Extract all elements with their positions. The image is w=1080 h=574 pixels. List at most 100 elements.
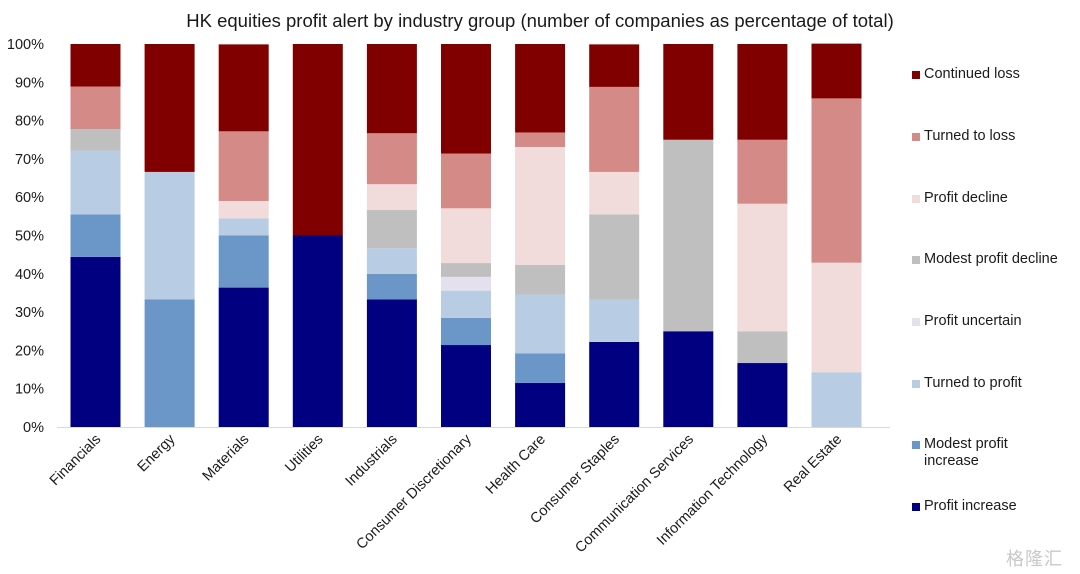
legend-swatch [912, 71, 920, 79]
bar-segment [70, 86, 121, 130]
bar-segment [70, 129, 121, 151]
bar-segment [441, 276, 491, 291]
bar-segment [737, 363, 788, 427]
x-tick-label: Materials [200, 432, 253, 485]
bar-segment [811, 43, 862, 99]
legend-item: Modest profit decline [912, 251, 1072, 268]
bar-segment [515, 353, 566, 383]
bar-segment [811, 98, 862, 263]
bar-segment [144, 299, 195, 427]
watermark: 格隆汇 [1006, 549, 1063, 569]
bar-segment [737, 331, 788, 364]
y-tick-label: 80% [15, 114, 44, 130]
bar-stack [70, 44, 121, 427]
bar-segment [144, 44, 195, 172]
x-tick-label: Utilities [282, 432, 326, 476]
legend-label: Turned to profit [924, 375, 1022, 391]
bars [70, 43, 862, 427]
bar-segment [366, 273, 417, 300]
y-tick-label: 70% [15, 152, 44, 168]
legend-swatch [912, 256, 920, 264]
legend-item: Profit decline [912, 190, 1072, 207]
bar-segment [663, 139, 714, 332]
bar-segment [515, 132, 566, 148]
legend-label: Profit uncertain [924, 313, 1022, 329]
bar-segment [811, 372, 862, 427]
bar-stack [366, 44, 417, 427]
bar-segment [515, 382, 566, 427]
bar-segment [811, 262, 862, 373]
y-tick-label: 10% [15, 382, 44, 398]
legend-label: Modest profit increase [924, 436, 1008, 469]
legend-label: Continued loss [924, 66, 1020, 82]
bar-stack [515, 44, 566, 427]
bar-segment [441, 153, 491, 209]
bar-segment [144, 171, 195, 300]
legend-item: Profit increase [912, 498, 1072, 515]
bar-segment [70, 150, 121, 215]
bar-segment [515, 294, 566, 354]
bar-segment [366, 184, 417, 210]
bar-segment [589, 299, 640, 342]
y-tick-label: 90% [15, 75, 44, 91]
bar-segment [70, 256, 121, 427]
bar-segment [663, 44, 714, 140]
legend-item: Modest profit increase [912, 436, 1072, 470]
bar-segment [737, 203, 788, 332]
bar-segment [366, 44, 417, 134]
x-tick-label: Communication Services [572, 432, 697, 557]
legend-item: Profit uncertain [912, 313, 1072, 330]
y-tick-label: 100% [7, 37, 44, 53]
bar-segment [737, 139, 788, 204]
bar-segment [218, 218, 269, 236]
bar-segment [218, 287, 269, 427]
bar-segment [441, 317, 491, 346]
bar-segment [663, 331, 714, 427]
bar-segment [589, 171, 640, 215]
x-tick-label: Health Care [483, 432, 549, 498]
bar-segment [70, 44, 121, 87]
bar-stack [663, 44, 714, 427]
bar-segment [589, 86, 640, 172]
bar-segment [218, 44, 269, 132]
bar-segment [366, 248, 417, 274]
legend-swatch [912, 380, 920, 388]
bar-segment [218, 235, 269, 288]
x-tick-label: Energy [135, 431, 179, 475]
legend-item: Turned to loss [912, 128, 1072, 145]
bar-stack [737, 44, 788, 427]
bar-stack [589, 44, 640, 427]
bar-segment [441, 290, 491, 318]
y-tick-label: 0% [23, 420, 44, 436]
x-tick-label: Real Estate [781, 432, 845, 496]
bar-segment [589, 214, 640, 300]
bar-segment [218, 131, 269, 202]
legend-swatch [912, 441, 920, 449]
bar-segment [70, 214, 121, 257]
x-tick-label: Industrials [343, 432, 401, 490]
bar-segment [292, 44, 343, 236]
bar-segment [366, 209, 417, 249]
legend-swatch [912, 195, 920, 203]
bar-segment [366, 133, 417, 185]
legend-item: Continued loss [912, 66, 1072, 83]
legend-label: Modest profit decline [924, 251, 1058, 267]
bar-segment [441, 345, 491, 427]
y-tick-label: 20% [15, 343, 44, 359]
bar-stack [441, 44, 491, 427]
legend-label: Profit decline [924, 190, 1008, 206]
legend-item: Turned to profit [912, 375, 1072, 392]
bar-segment [218, 201, 269, 219]
y-tick-label: 30% [15, 305, 44, 321]
bar-segment [515, 44, 566, 133]
bar-segment [515, 147, 566, 265]
bar-stack [811, 43, 862, 427]
y-tick-label: 50% [15, 229, 44, 245]
legend-swatch [912, 133, 920, 141]
bar-segment [441, 44, 491, 154]
legend-swatch [912, 318, 920, 326]
y-axis: 0% 10% 20% 30% 40% 50% 60% 70% 80% 90% 100% [7, 37, 890, 436]
legend-label: Profit increase [924, 498, 1017, 514]
bar-segment [441, 263, 491, 277]
